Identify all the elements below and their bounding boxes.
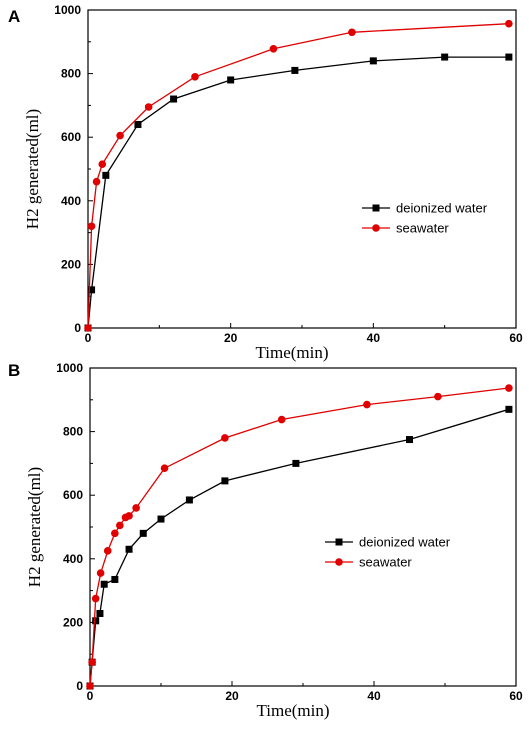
legend-marker [335,558,343,566]
data-point [434,392,442,401]
legend-marker [335,538,343,546]
x-tick-label: 60 [509,331,523,345]
legend-label: deionized water [359,535,451,550]
data-point [88,286,96,294]
data-point [111,575,119,583]
series-deionized-water [86,405,513,690]
y-tick-label: 200 [63,615,83,629]
data-point [185,496,193,504]
x-tick-label: 20 [225,689,239,703]
data-point [505,405,513,413]
data-point [134,120,142,128]
x-axis-title: Time(min) [256,701,329,720]
data-point [111,529,119,538]
data-point [348,28,356,37]
x-tick-label: 0 [85,331,92,345]
data-point [116,131,124,140]
series-line [87,23,509,329]
data-point [92,617,100,625]
data-point [221,434,229,442]
series-deionized-water [84,53,513,332]
data-point [102,171,110,179]
y-tick-label: 1000 [56,361,83,375]
data-point [98,160,107,169]
data-point [139,529,147,537]
x-tick-label: 0 [87,689,94,703]
panel-label: A [8,7,20,26]
y-tick-label: 0 [76,679,83,693]
data-point [92,177,101,186]
legend-entry: seawater [362,221,449,236]
data-point [84,324,92,332]
y-axis-title: H2 generated(ml) [25,467,44,587]
y-tick-label: 200 [61,257,81,271]
data-point [103,547,112,555]
data-point [505,53,513,61]
data-point [221,477,229,485]
data-point [144,103,153,111]
x-tick-label: 60 [509,689,523,703]
data-point [369,57,377,65]
y-axis-title: H2 generated(ml) [23,109,42,229]
data-point [160,464,169,472]
y-tick-label: 800 [63,425,83,439]
legend-label: seawater [396,221,449,236]
data-point [269,44,278,53]
legend-marker [372,204,380,212]
data-point [363,400,371,409]
data-point [96,569,105,577]
data-point [441,53,449,61]
legend-entry: seawater [325,555,412,570]
data-point [505,19,513,28]
x-axis-title: Time(min) [255,343,328,362]
data-point [406,436,413,444]
data-point [132,504,140,512]
y-tick-label: 600 [61,130,81,144]
legend-entry: deionized water [325,535,451,550]
data-point [191,72,199,81]
data-point [157,515,165,523]
data-point [277,415,286,424]
data-point [87,222,96,231]
y-tick-label: 600 [63,488,83,502]
data-point [100,580,108,588]
series-seawater [84,19,513,332]
series-line [87,56,509,329]
data-point [125,545,133,553]
y-tick-label: 0 [74,321,81,335]
legend-label: deionized water [396,201,488,216]
legend-entry: deionized water [362,201,488,216]
data-point [91,594,100,603]
data-point [96,609,104,617]
data-point [86,682,94,690]
data-point [291,66,299,74]
series-seawater [86,384,513,690]
x-tick-label: 40 [367,689,381,703]
legend-marker [372,224,380,232]
data-point [505,384,513,392]
data-point [88,658,96,666]
y-tick-label: 400 [63,552,83,566]
legend-label: seawater [359,555,412,570]
data-point [227,76,235,84]
data-point [292,459,300,467]
data-point [116,521,124,530]
y-tick-label: 400 [61,194,81,208]
x-tick-label: 40 [367,331,381,345]
panel-label: B [8,361,20,380]
y-tick-label: 1000 [54,3,81,17]
data-point [170,95,178,103]
data-point [125,512,133,520]
x-tick-label: 20 [224,331,238,345]
y-tick-label: 800 [61,67,81,81]
